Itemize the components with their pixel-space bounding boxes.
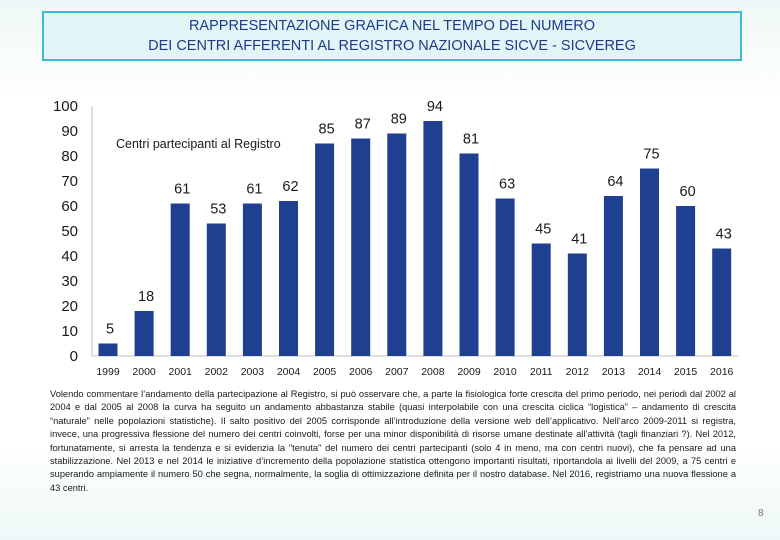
y-tick-labels: 0 10 20 30 40 50 60 70 80 90 100 bbox=[53, 98, 78, 365]
data-label: 63 bbox=[499, 177, 515, 193]
x-tick-label: 2005 bbox=[313, 366, 337, 378]
bars bbox=[98, 121, 732, 356]
data-label: 81 bbox=[463, 132, 479, 148]
x-tick-label: 2000 bbox=[132, 366, 156, 378]
x-tick-label: 2016 bbox=[710, 366, 734, 378]
chart-title-line-2: DEI CENTRI AFFERENTI AL REGISTRO NAZIONA… bbox=[148, 38, 636, 54]
bar-2005 bbox=[315, 143, 335, 356]
y-tick-label: 90 bbox=[61, 123, 78, 140]
y-tick-label: 0 bbox=[70, 348, 78, 365]
bar-2000 bbox=[134, 311, 154, 356]
bar-2014 bbox=[640, 168, 659, 356]
x-tick-labels: 1999 2000 2001 2002 2003 2004 2005 2006 2007 2008… bbox=[96, 366, 733, 378]
y-tick-label: 60 bbox=[61, 198, 78, 215]
x-tick-label: 2003 bbox=[241, 366, 265, 378]
data-label: 41 bbox=[571, 232, 587, 248]
bar-1999 bbox=[98, 343, 118, 356]
x-tick-label: 2011 bbox=[530, 366, 553, 378]
bar-2016 bbox=[712, 248, 732, 356]
x-tick-label: 2002 bbox=[205, 366, 229, 378]
bar-2008 bbox=[423, 121, 443, 356]
y-tick-label: 40 bbox=[61, 248, 78, 265]
data-label: 61 bbox=[174, 182, 190, 198]
data-labels: 5 18 61 53 61 62 85 87 89 94 81 63 45 41 64 75 60 43 bbox=[106, 99, 732, 338]
bar-2011 bbox=[531, 243, 551, 356]
data-label: 45 bbox=[535, 222, 551, 238]
bar-2010 bbox=[495, 198, 515, 356]
y-tick-label: 10 bbox=[61, 323, 78, 340]
data-label: 18 bbox=[138, 289, 154, 305]
x-tick-label: 2001 bbox=[169, 366, 193, 378]
x-tick-label: 2013 bbox=[602, 366, 626, 378]
bar-2002 bbox=[206, 223, 226, 356]
bar-2007 bbox=[387, 133, 407, 356]
y-tick-label: 80 bbox=[61, 148, 78, 165]
x-tick-label: 2014 bbox=[638, 366, 662, 378]
bar-2003 bbox=[242, 203, 262, 356]
bar-2001 bbox=[170, 203, 190, 356]
bar-2004 bbox=[279, 201, 298, 356]
y-tick-label: 30 bbox=[61, 273, 78, 290]
bar-2009 bbox=[459, 153, 479, 356]
x-tick-label: 2015 bbox=[674, 366, 698, 378]
data-label: 5 bbox=[106, 322, 114, 338]
bar-2006 bbox=[351, 138, 371, 356]
y-tick-label: 20 bbox=[61, 298, 78, 315]
data-label: 62 bbox=[282, 179, 298, 195]
bar-2015 bbox=[676, 206, 696, 356]
x-tick-label: 2004 bbox=[277, 366, 301, 378]
data-label: 85 bbox=[319, 122, 335, 138]
y-tick-label: 50 bbox=[61, 223, 78, 240]
x-tick-label: 2006 bbox=[349, 366, 373, 378]
chart-title-line-1: RAPPRESENTAZIONE GRAFICA NEL TEMPO DEL N… bbox=[188, 18, 596, 34]
data-label: 75 bbox=[643, 147, 659, 163]
x-tick-label: 2012 bbox=[566, 366, 590, 378]
bar-2012 bbox=[567, 253, 587, 356]
data-label: 60 bbox=[680, 184, 696, 200]
data-label: 89 bbox=[391, 112, 407, 128]
y-tick-label: 70 bbox=[61, 173, 78, 190]
series-legend-label: Centri partecipanti al Registro bbox=[116, 137, 281, 151]
description-paragraph: Volendo commentare l’andamento della par… bbox=[50, 389, 736, 493]
x-tick-label: 2010 bbox=[493, 366, 517, 378]
data-label: 94 bbox=[427, 99, 443, 115]
x-tick-label: 2007 bbox=[385, 366, 409, 378]
x-tick-label: 1999 bbox=[96, 366, 120, 378]
bar-2013 bbox=[603, 196, 623, 356]
data-label: 87 bbox=[355, 117, 371, 133]
data-label: 53 bbox=[210, 202, 226, 218]
data-label: 43 bbox=[716, 227, 732, 243]
data-label: 64 bbox=[607, 174, 623, 190]
y-tick-label: 100 bbox=[53, 98, 78, 115]
page-number: 8 bbox=[758, 508, 764, 519]
x-tick-label: 2009 bbox=[457, 366, 481, 378]
x-tick-label: 2008 bbox=[421, 366, 445, 378]
data-label: 61 bbox=[246, 182, 262, 198]
chart-title-box: RAPPRESENTAZIONE GRAFICA NEL TEMPO DEL N… bbox=[42, 11, 742, 61]
